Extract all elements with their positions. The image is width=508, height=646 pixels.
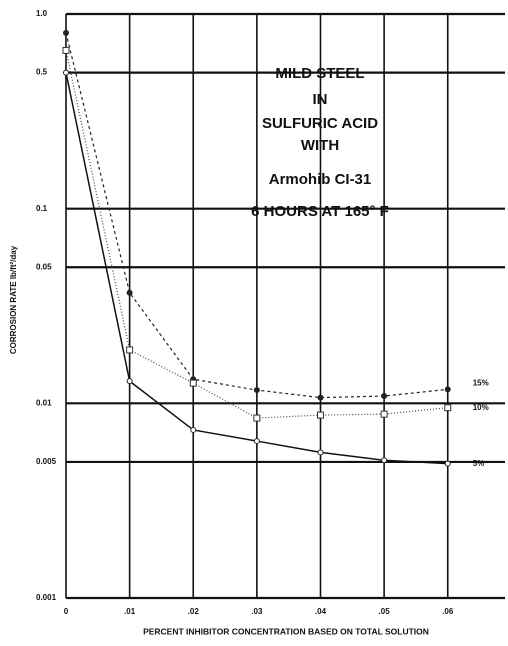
annotation: Armohib CI-31 [269, 171, 372, 188]
marker [381, 457, 388, 464]
x-tick-label: .06 [442, 607, 454, 616]
series-label: 10% [473, 403, 489, 412]
annotation: MILD STEEL [275, 65, 364, 82]
x-tick-label: .03 [251, 607, 263, 616]
x-axis-label: PERCENT INHIBITOR CONCENTRATION BASED ON… [143, 626, 429, 636]
marker [381, 393, 388, 400]
marker [126, 289, 133, 296]
series-label: 5% [473, 459, 485, 468]
marker [317, 449, 324, 456]
annotation: IN [313, 91, 328, 108]
y-tick-label: 0.1 [36, 204, 48, 213]
x-tick-label: .04 [315, 607, 327, 616]
y-tick-label: 0.5 [36, 68, 48, 77]
marker [316, 411, 324, 419]
y-tick-label: 0.005 [36, 457, 57, 466]
annotation: 6 HOURS AT 165° F [251, 203, 389, 220]
marker [253, 387, 260, 394]
x-tick-label: .02 [188, 607, 200, 616]
marker [63, 29, 69, 36]
y-axis-label: CORROSION RATE lb/ft²/day [9, 245, 18, 354]
marker [444, 386, 451, 393]
marker [63, 69, 69, 76]
marker [126, 346, 134, 354]
y-tick-label: 1.0 [36, 9, 48, 18]
y-tick-label: 0.01 [36, 398, 52, 407]
marker [380, 410, 388, 418]
series-label: 15% [473, 378, 489, 387]
marker [444, 460, 451, 467]
y-tick-label: 0.05 [36, 262, 52, 271]
x-tick-label: .01 [124, 607, 136, 616]
x-tick-label: 0 [64, 607, 69, 616]
marker [189, 379, 197, 387]
x-tick-label: .05 [379, 607, 391, 616]
annotation: SULFURIC ACID [262, 115, 378, 132]
marker [190, 426, 197, 433]
annotation: WITH [301, 137, 339, 154]
marker [126, 378, 133, 385]
marker [62, 46, 70, 54]
marker [317, 394, 324, 401]
marker [253, 438, 260, 445]
marker [253, 414, 261, 422]
marker [444, 404, 452, 412]
y-tick-label: 0.001 [36, 593, 57, 602]
